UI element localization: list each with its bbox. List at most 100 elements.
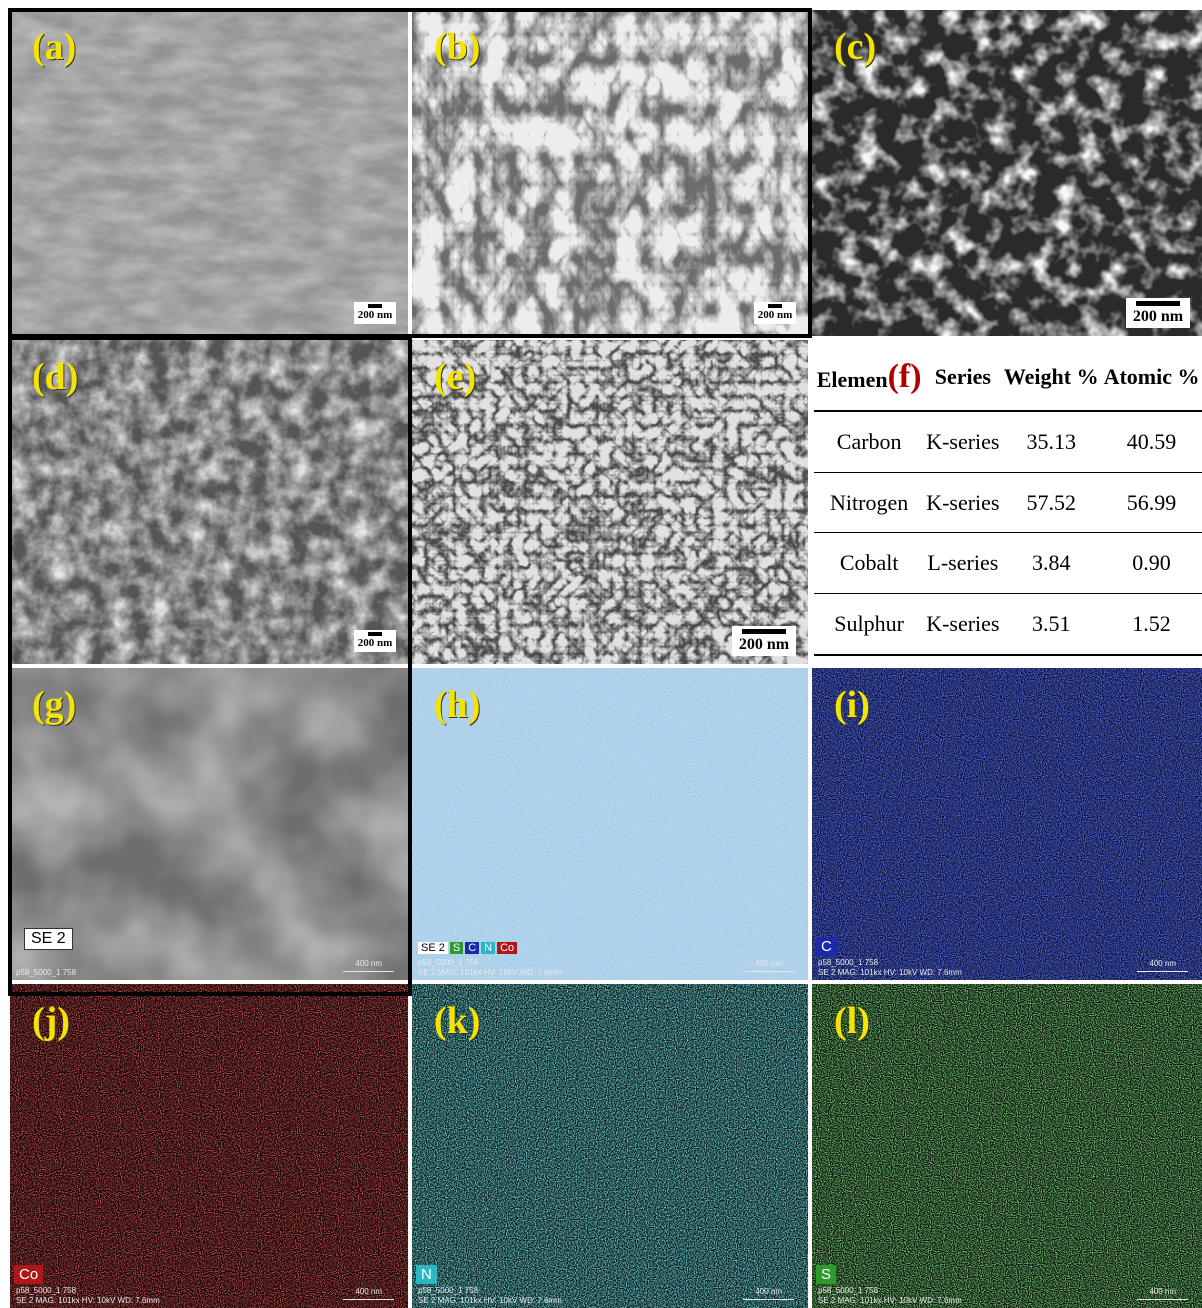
eds-panel-k: (k) N p58_5000_1 758 SE 2 MAG: 101kx HV: … [412,984,808,1308]
table-row: Nitrogen K-series 57.52 56.99 [814,472,1202,534]
footer-k-line2: SE 2 MAG: 101kx HV: 10kV WD: 7.6mm [418,1296,562,1305]
sem-image-b [412,10,808,336]
scale-bar-k: 400 nm [743,1287,794,1300]
sem-panel-a: (a) 200 nm [10,10,408,336]
cell-element: Sulphur [814,593,925,656]
eds-map-carbon [812,668,1202,980]
sem-panel-b: (b) 200 nm [412,10,808,336]
cell-weight: 3.51 [1001,593,1102,656]
chip-n: N [481,942,496,954]
header-element: Elemen(f) [814,344,925,412]
footer-h: p58_5000_1 758 SE 2 MAG: 101kx HV: 10kV W… [418,958,562,978]
se2-badge: SE 2 [24,928,73,950]
footer-l: p58_5000_1 758 SE 2 MAG: 101kx HV: 10kV W… [818,1286,962,1306]
footer-g: p58_5000_1 758 [16,968,76,978]
scale-bar-e: 200 nm [732,626,796,656]
panel-label-l: (l) [834,1000,870,1042]
cell-atomic: 0.90 [1101,532,1202,594]
eds-panel-j: (j) Co p58_5000_1 758 SE 2 MAG: 101kx HV:… [10,984,408,1308]
footer-h-line1: p58_5000_1 758 [418,958,479,967]
footer-g-line1: p58_5000_1 758 [16,968,77,977]
panel-label-c: (c) [834,26,877,68]
chip-c: C [465,942,480,954]
sem-panel-c: (c) 200 nm [812,10,1202,336]
sem-image-c [812,10,1202,336]
header-element-text: Elemen [816,367,888,392]
panel-label-i: (i) [834,684,870,726]
cell-atomic: 56.99 [1101,472,1202,534]
eds-panel-l: (l) S p58_5000_1 758 SE 2 MAG: 101kx HV: … [812,984,1202,1308]
sem-panel-g: (g) SE 2 p58_5000_1 758 400 nm [10,668,408,980]
scale-bar-c: 200 nm [1126,298,1190,328]
eds-overlay-image-h [412,668,808,980]
sem-image-g [10,668,408,980]
sem-panel-d: (d) 200 nm [10,340,408,664]
panel-label-e: (e) [434,356,477,398]
scale-bar-b: 200 nm [754,302,796,324]
scale-bar-i: 400 nm [1137,959,1188,972]
footer-i: p58_5000_1 758 SE 2 MAG: 101kx HV: 10kV W… [818,958,962,978]
chip-se2: SE 2 [418,942,448,954]
cell-element: Nitrogen [814,472,925,534]
header-series: Series [924,344,1002,412]
cell-weight: 57.52 [1001,472,1102,534]
panel-label-h: (h) [434,684,481,726]
scale-bar-text-a: 200 nm [357,309,393,321]
table-header-row: Elemen(f) Series Weight % Atomic % [814,344,1202,412]
footer-l-line1: p58_5000_1 758 [818,1286,879,1295]
scale-bar-a: 200 nm [354,302,396,324]
footer-i-line1: p58_5000_1 758 [818,958,879,967]
sem-image-a [10,10,408,336]
eds-panel-h: (h) SE 2 S C N Co p58_5000_1 758 SE 2 MAG… [412,668,808,980]
scale-bar-text-e: 200 nm [738,636,790,653]
footer-j-line1: p58_5000_1 758 [16,1286,77,1295]
scale-bar-text-c: 200 nm [1132,308,1184,325]
cell-weight: 3.84 [1001,532,1102,594]
table-row: Cobalt L-series 3.84 0.90 [814,532,1202,594]
footer-h-line2: SE 2 MAG: 101kx HV: 10kV WD: 7.6mm [418,968,562,977]
footer-j: p58_5000_1 758 SE 2 MAG: 101kx HV: 10kV W… [16,1286,160,1306]
table-row: Sulphur K-series 3.51 1.52 [814,593,1202,656]
scale-bar-g: 400 nm [343,959,394,972]
footer-j-line2: SE 2 MAG: 101kx HV: 10kV WD: 7.6mm [16,1296,160,1305]
panel-label-g: (g) [32,684,77,726]
eds-composition-table: Elemen(f) Series Weight % Atomic % Carbo… [814,344,1202,656]
scale-bar-d: 200 nm [354,630,396,652]
eds-map-cobalt [10,984,408,1308]
element-badge-s: S [816,1265,837,1284]
panel-label-j: (j) [32,1000,70,1042]
cell-element: Carbon [814,411,925,474]
footer-i-line2: SE 2 MAG: 101kx HV: 10kV WD: 7.6mm [818,968,962,977]
sem-panel-e: (e) 200 nm [412,340,808,664]
scale-bar-j: 400 nm [343,1287,394,1300]
footer-k: p58_5000_1 758 SE 2 MAG: 101kx HV: 10kV W… [418,1286,562,1306]
scale-bar-h: 400 nm [743,959,794,972]
element-chips: SE 2 S C N Co [418,942,518,954]
eds-map-sulphur [812,984,1202,1308]
chip-co: Co [497,942,518,954]
element-badge-co: Co [14,1265,44,1284]
element-badge-c: C [816,937,837,956]
chip-s: S [449,942,464,954]
header-weight: Weight % [1001,344,1102,412]
panel-label-b: (b) [434,26,481,68]
sem-image-d [10,340,408,664]
cell-series: L-series [924,532,1002,594]
eds-map-nitrogen [412,984,808,1308]
eds-panel-i: (i) C p58_5000_1 758 SE 2 MAG: 101kx HV: … [812,668,1202,980]
panel-label-f: (f) [887,358,922,395]
cell-element: Cobalt [814,532,925,594]
footer-k-line1: p58_5000_1 758 [418,1286,479,1295]
footer-l-line2: SE 2 MAG: 101kx HV: 10kV WD: 7.6mm [818,1296,962,1305]
scale-bar-text-d: 200 nm [357,637,393,649]
panel-label-d: (d) [32,356,79,398]
element-badge-n: N [416,1265,437,1284]
cell-series: K-series [924,411,1002,474]
header-atomic: Atomic % [1101,344,1202,412]
cell-atomic: 40.59 [1101,411,1202,474]
cell-series: K-series [924,472,1002,534]
panel-label-k: (k) [434,1000,481,1042]
scale-bar-text-b: 200 nm [757,309,793,321]
scale-bar-l: 400 nm [1137,1287,1188,1300]
panel-label-a: (a) [32,26,77,68]
